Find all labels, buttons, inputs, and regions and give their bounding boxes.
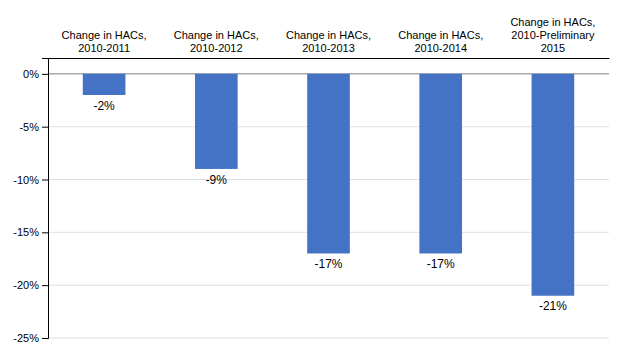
x-tick-label-line: Change in HACs, — [398, 29, 483, 41]
y-tick-mark — [42, 127, 48, 128]
x-tick: Change in HACs,2010-Preliminary2015 — [510, 16, 595, 58]
y-tick-label: -25% — [13, 332, 39, 344]
x-tick-label-line: 2010-2014 — [414, 42, 467, 54]
y-tick-label: -10% — [13, 174, 39, 186]
bars — [83, 74, 574, 296]
x-tick-label-line: Change in HACs, — [174, 29, 259, 41]
x-tick-label-line: 2010-2013 — [302, 42, 355, 54]
x-tick: Change in HACs,2010-2013 — [286, 29, 371, 58]
x-tick-label-line: 2015 — [541, 42, 565, 54]
x-tick-label-line: Change in HACs, — [510, 16, 595, 28]
data-label: -17% — [427, 257, 455, 271]
x-tick-label: Change in HACs,2010-2011 — [62, 29, 147, 54]
x-tick: Change in HACs,2010-2011 — [62, 29, 147, 58]
y-tick-mark — [42, 338, 48, 339]
y-tick-mark — [42, 232, 48, 233]
x-tick-label: Change in HACs,2010-2013 — [286, 29, 371, 54]
y-tick-label: -20% — [13, 279, 39, 291]
x-tick-label-line: Change in HACs, — [286, 29, 371, 41]
bar — [195, 74, 238, 169]
y-tick-label: -15% — [13, 226, 39, 238]
data-label: -2% — [93, 99, 115, 113]
x-tick-label-line: 2010-2011 — [78, 42, 130, 54]
data-label: -17% — [314, 257, 342, 271]
y-tick: -20% — [13, 279, 48, 291]
y-tick: 0% — [23, 68, 48, 80]
x-tick-label-line: 2010-2012 — [190, 42, 243, 54]
bar — [83, 74, 126, 95]
x-tick-label: Change in HACs,2010-Preliminary2015 — [510, 16, 595, 54]
x-axis-line — [49, 58, 610, 59]
grid-line — [48, 285, 609, 286]
y-tick-label: -5% — [19, 121, 39, 133]
x-tick-label: Change in HACs,2010-2012 — [174, 29, 259, 54]
x-tick: Change in HACs,2010-2012 — [174, 29, 259, 58]
grid — [48, 74, 609, 338]
data-labels: -2% -9% -17% -17% -21% — [93, 99, 567, 314]
y-tick-mark — [42, 180, 48, 181]
y-tick-mark — [42, 285, 48, 286]
data-label: -21% — [539, 299, 567, 313]
x-tick-label: Change in HACs,2010-2014 — [398, 29, 483, 54]
y-axis: 0% -5% -10% -15% -20% -25% — [13, 59, 48, 345]
y-tick: -15% — [13, 226, 48, 238]
data-label: -9% — [206, 173, 228, 187]
x-axis: Change in HACs,2010-2011Change in HACs,2… — [49, 16, 610, 59]
chart: -2% -9% -17% -17% -21% 0% -5% -10% -15% -20% -25% C… — [0, 0, 625, 352]
x-tick: Change in HACs,2010-2014 — [398, 29, 483, 58]
y-tick: -10% — [13, 174, 48, 186]
y-tick-label: 0% — [23, 68, 39, 80]
y-tick-mark — [42, 74, 48, 75]
plot: -2% -9% -17% -17% -21% 0% -5% -10% -15% -20% -25% C… — [13, 16, 609, 344]
y-axis-line — [42, 59, 49, 339]
bar — [307, 74, 350, 254]
x-tick-label-line: 2010-Preliminary — [511, 29, 595, 41]
grid-line — [48, 338, 609, 339]
bar — [419, 74, 462, 254]
x-tick-label-line: Change in HACs, — [62, 29, 147, 41]
y-tick: -25% — [13, 332, 48, 344]
bar — [532, 74, 575, 296]
y-tick: -5% — [19, 121, 48, 133]
